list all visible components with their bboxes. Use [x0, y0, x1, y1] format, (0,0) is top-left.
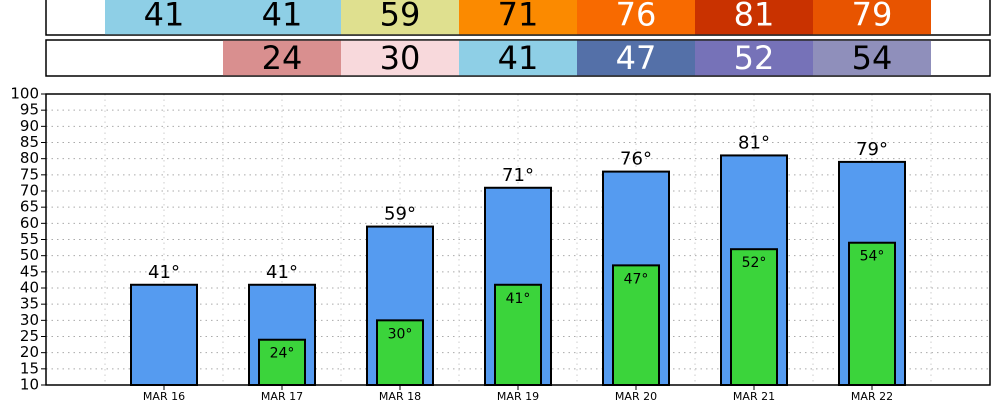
y-tick-label: 25: [20, 327, 39, 345]
cell-value: 71: [498, 0, 539, 34]
cell-value: 52: [734, 39, 775, 77]
bar-value-label: 71°: [502, 165, 534, 186]
cell-value: 79: [852, 0, 893, 34]
forecast-cell: [813, 40, 931, 76]
forecast-cell: [459, 0, 577, 35]
y-tick-label: 75: [20, 165, 39, 183]
bar-value-label: 41°: [148, 262, 180, 283]
cell-value: 54: [852, 39, 893, 77]
y-tick-label: 100: [10, 85, 39, 103]
cell-value: 81: [734, 0, 775, 34]
bar-value-label: 79°: [856, 139, 888, 160]
bar: [130, 283, 198, 386]
forecast-cell: [223, 0, 341, 35]
bar: [848, 241, 896, 386]
cell-value: 59: [380, 0, 421, 34]
x-tick-label: MAR 16: [143, 390, 185, 400]
bar-value-label: 52°: [742, 255, 767, 271]
cell-value: 76: [616, 0, 657, 34]
y-tick-label: 90: [20, 117, 39, 135]
x-tick-label: MAR 18: [379, 390, 421, 400]
forecast-cell: [105, 0, 223, 35]
y-tick-label: 20: [20, 343, 39, 361]
y-tick-label: 10: [20, 376, 39, 394]
forecast-cell: [577, 40, 695, 76]
y-tick-label: 55: [20, 230, 39, 248]
y-tick-label: 65: [20, 198, 39, 216]
forecast-cell: [341, 0, 459, 35]
bar-value-label: 81°: [738, 132, 770, 153]
forecast-cell: [341, 40, 459, 76]
y-tick-label: 40: [20, 279, 39, 297]
x-tick-label: MAR 21: [733, 390, 775, 400]
forecast-cell: [695, 40, 813, 76]
forecast-cell: [577, 0, 695, 35]
forecast-cell: [223, 40, 341, 76]
x-tick-label: MAR 19: [497, 390, 539, 400]
bar: [612, 264, 660, 386]
bar-value-label: 54°: [860, 249, 885, 265]
cell-value: 47: [616, 39, 657, 77]
cell-value: 24: [262, 39, 303, 77]
bar-value-label: 76°: [620, 149, 652, 170]
bar-value-label: 41°: [506, 291, 531, 307]
cell-value: 30: [380, 39, 421, 77]
bar: [730, 248, 778, 386]
y-tick-label: 35: [20, 295, 39, 313]
y-tick-label: 80: [20, 149, 39, 167]
y-tick-label: 70: [20, 182, 39, 200]
bar: [494, 283, 542, 386]
bar-value-label: 30°: [388, 326, 413, 342]
x-tick-label: MAR 20: [615, 390, 657, 400]
y-tick-label: 85: [20, 133, 39, 151]
y-tick-label: 50: [20, 246, 39, 264]
bar-value-label: 59°: [384, 204, 416, 225]
bar-value-label: 47°: [624, 271, 649, 287]
y-tick-label: 30: [20, 311, 39, 329]
y-tick-label: 60: [20, 214, 39, 232]
bar: [376, 319, 424, 387]
bar-value-label: 24°: [270, 346, 295, 362]
cell-value: 41: [262, 0, 303, 34]
cell-value: 41: [144, 0, 185, 34]
y-tick-label: 15: [20, 359, 39, 377]
x-tick-label: MAR 22: [851, 390, 893, 400]
y-tick-label: 45: [20, 262, 39, 280]
cell-value: 41: [498, 39, 539, 77]
forecast-cell: [813, 0, 931, 35]
y-tick-label: 95: [20, 101, 39, 119]
bar-value-label: 41°: [266, 262, 298, 283]
x-tick-label: MAR 17: [261, 390, 303, 400]
forecast-cell: [459, 40, 577, 76]
forecast-cell: [695, 0, 813, 35]
bar: [258, 338, 306, 387]
